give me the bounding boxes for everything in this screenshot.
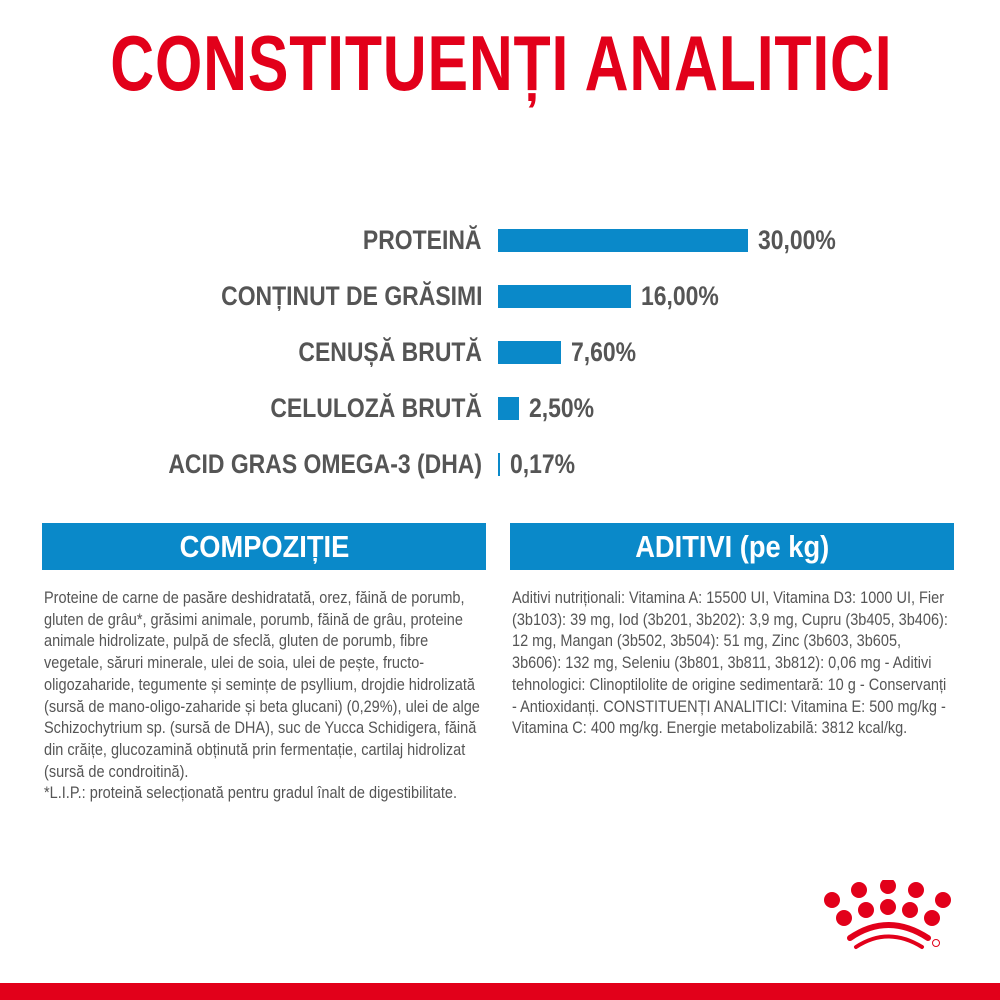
bar-label: ACID GRAS OMEGA-3 (DHA) [168,449,482,479]
composition-text: Proteine de carne de pasăre deshidratată… [44,589,480,781]
additives-text-block: Aditivi nutriționali: Vitamina A: 15500 … [512,588,952,740]
bar [498,341,562,364]
royal-canin-crown-icon [824,880,951,949]
bar-value-label: 16,00% [641,281,720,311]
bar [498,397,519,420]
additives-heading: ADITIVI (pe kg) [634,529,829,564]
bar [498,453,500,476]
bar-value-label: 7,60% [571,337,637,367]
page-title-text: CONSTITUENȚI ANALITICI [110,19,893,107]
composition-header: COMPOZIȚIE [42,523,486,570]
bar-value-label: 30,00% [758,225,836,255]
composition-text-block: Proteine de carne de pasăre deshidratată… [44,588,484,805]
bar-label: CELULOZĂ BRUTĂ [270,393,482,423]
bar [498,285,632,308]
footer-bar [0,983,1000,1000]
additives-header: ADITIVI (pe kg) [510,523,954,570]
bar-label: CENUȘĂ BRUTĂ [298,337,482,367]
bar-label: CONȚINUT DE GRĂSIMI [220,281,482,311]
nutrient-bar-chart: PROTEINĂ 30,00% CONȚINUT DE GRĂSIMI 16,00% C… [168,225,836,479]
bar [498,229,748,252]
bar-value-label: 2,50% [528,393,594,423]
bar-label: PROTEINĂ [363,225,482,255]
composition-heading: COMPOZIȚIE [179,529,349,564]
page-title: CONSTITUENȚI ANALITICI [0,18,1000,109]
composition-footnote: *L.I.P.: proteină selecționată pentru gr… [44,784,458,803]
bar-value-label: 0,17% [510,449,576,479]
additives-text: Aditivi nutriționali: Vitamina A: 15500 … [512,589,948,738]
